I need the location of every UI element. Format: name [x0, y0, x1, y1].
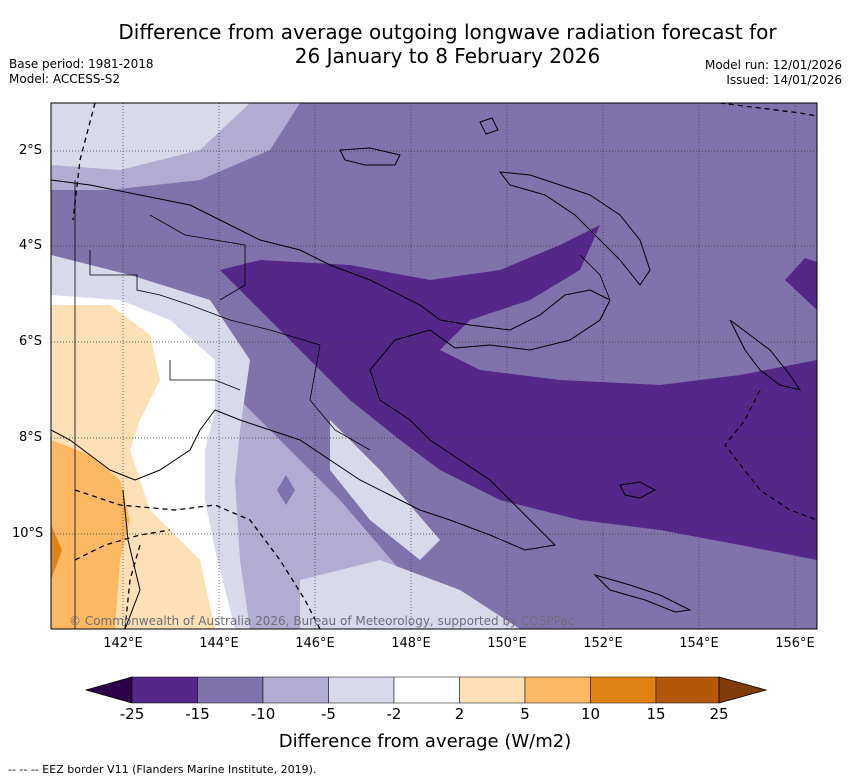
band-light-south — [300, 560, 520, 629]
cbar-seg-9 — [655, 676, 720, 704]
cbar-extend-max — [718, 676, 768, 704]
base-period: Base period: 1981-2018 — [9, 57, 154, 71]
cbar-seg-6 — [459, 676, 526, 704]
band-5-10 — [51, 440, 130, 629]
model-run: Model run: 12/01/2026 — [704, 58, 842, 72]
cbar-seg-4 — [328, 676, 395, 704]
lat-label: 2°S — [19, 143, 43, 158]
lon-label: 146°E — [295, 636, 335, 651]
title-line-2: 26 January to 8 February 2026 — [294, 44, 601, 68]
small-anomaly-diamond — [277, 475, 295, 505]
cbar-tick: 5 — [520, 705, 530, 723]
lon-label: 154°E — [679, 636, 719, 651]
eez-border — [72, 103, 817, 629]
cbar-tick: -2 — [386, 705, 402, 723]
cbar-seg-2 — [197, 676, 264, 704]
cbar-tick: -5 — [321, 705, 336, 723]
cbar-tick: -10 — [250, 705, 276, 723]
cbar-tick: 15 — [646, 705, 666, 723]
cbar-tick: 2 — [454, 705, 465, 723]
lon-label: 142°E — [103, 636, 143, 651]
band-light-gulf — [330, 420, 440, 560]
copyright-notice: © Commonwealth of Australia 2026, Bureau… — [69, 614, 575, 628]
band-light-nw — [51, 103, 250, 170]
model-name: Model: ACCESS-S2 — [9, 72, 121, 86]
issued-date: Issued: 14/01/2026 — [726, 73, 842, 87]
cbar-tick: 10 — [580, 705, 601, 723]
cbar-tick: -15 — [185, 705, 210, 723]
cbar-tick: -25 — [119, 705, 145, 723]
band-minus25-minus15-main — [220, 225, 817, 560]
title-line-1: Difference from average outgoing longwav… — [118, 20, 777, 44]
map-title: Difference from average outgoing longwav… — [60, 20, 835, 68]
lon-label: 156°E — [775, 636, 815, 651]
lat-label: 6°S — [19, 334, 43, 349]
anomaly-field — [51, 103, 817, 629]
lat-label: 8°S — [19, 430, 43, 445]
meta-right: Model run: 12/01/2026 Issued: 14/01/2026 — [705, 58, 842, 88]
cbar-seg-1 — [131, 676, 198, 704]
lon-label: 144°E — [199, 636, 239, 651]
cbar-seg-5 — [393, 676, 460, 704]
band-10-15 — [51, 525, 62, 580]
graticule — [51, 103, 817, 629]
cbar-seg-7 — [524, 676, 591, 704]
colorbar-label: Difference from average (W/m2) — [278, 731, 572, 752]
map-frame — [50, 102, 818, 630]
cbar-seg-8 — [590, 676, 657, 704]
cbar-extend-min — [84, 676, 133, 704]
lat-label: 10°S — [12, 526, 44, 541]
lon-label: 152°E — [583, 636, 623, 651]
lat-label: 4°S — [19, 238, 43, 253]
meta-left: Base period: 1981-2018 Model: ACCESS-S2 — [9, 57, 154, 87]
band-deep-east — [785, 258, 817, 310]
cbar-seg-3 — [262, 676, 329, 704]
cbar-tick: 25 — [709, 705, 729, 723]
lon-label: 148°E — [391, 636, 431, 651]
lon-label: 150°E — [487, 636, 527, 651]
eez-footnote: -- -- -- EEZ border V11 (Flanders Marine… — [8, 763, 317, 776]
band-minus15-west — [60, 200, 220, 240]
coastlines — [51, 117, 802, 629]
colorbar — [84, 676, 768, 704]
